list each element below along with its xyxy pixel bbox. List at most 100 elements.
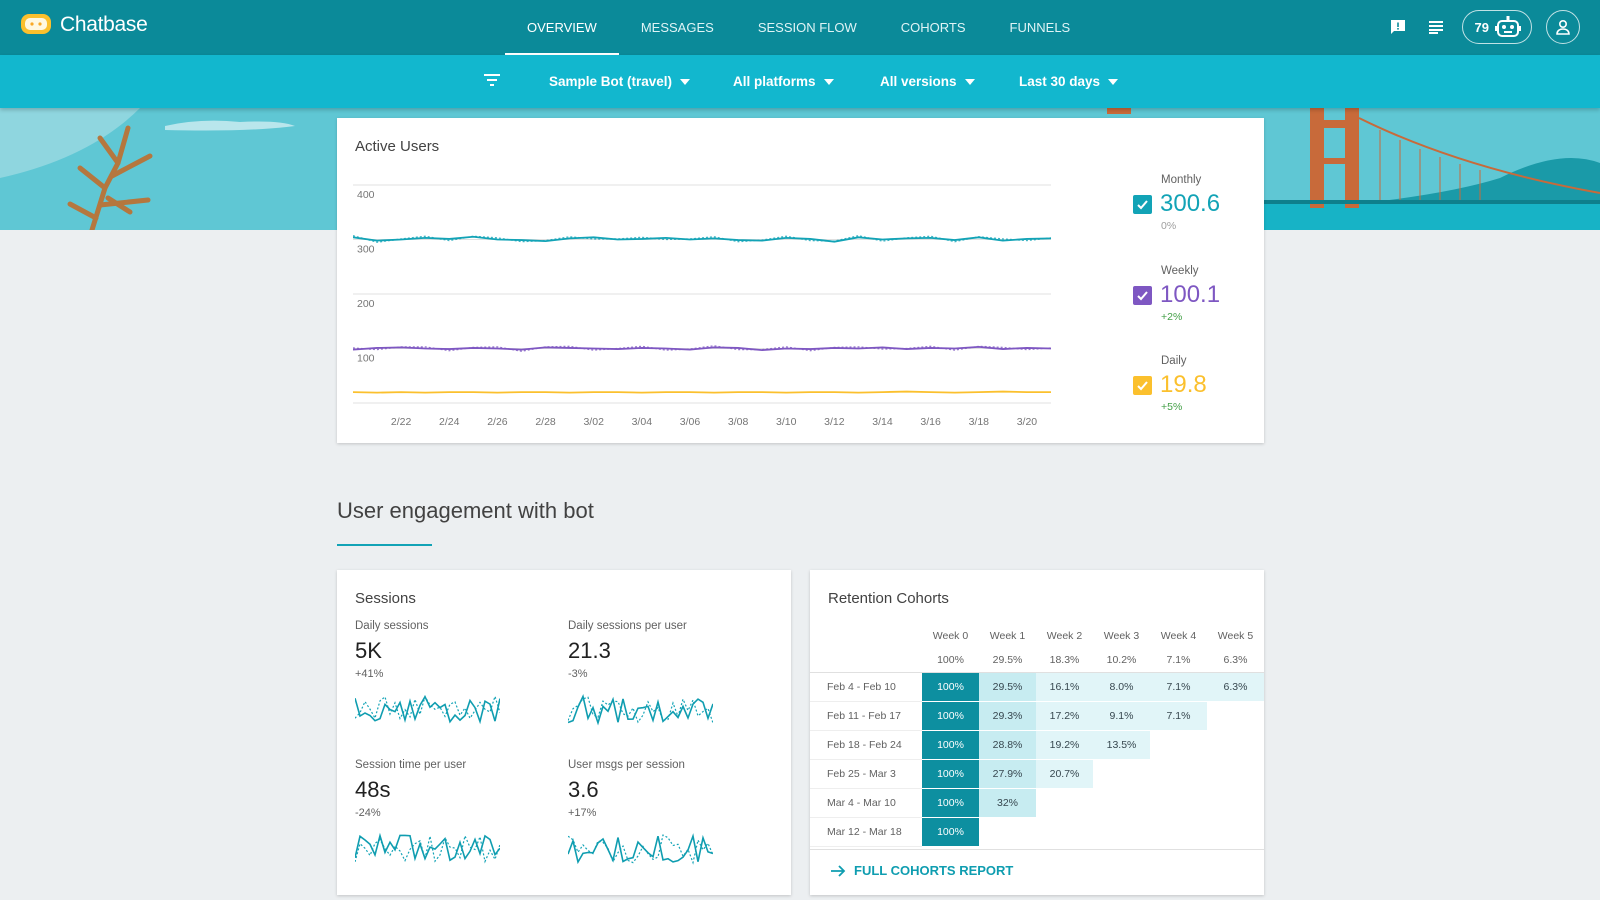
- empty-cell: [1207, 730, 1264, 760]
- active-users-chart: 400 300 200 100 2/22 2/24 2/26 2/28 3/02 3/04 3/06…: [353, 184, 1052, 428]
- retention-cell: 100%: [922, 759, 979, 789]
- week-header: Week 0: [932, 630, 969, 642]
- tab-cohorts[interactable]: COHORTS: [900, 20, 966, 35]
- metric-session-time[interactable]: Session time per user 48s -24%: [355, 759, 555, 869]
- x-tick-label: 3/08: [728, 416, 749, 428]
- empty-cell: [1207, 788, 1264, 818]
- daily-delta: +5%: [1161, 401, 1183, 413]
- retention-cell: 16.1%: [1036, 672, 1093, 702]
- cohort-row: Feb 11 - Feb 17 100% 29.3% 17.2% 9.1% 7.1%: [810, 701, 1264, 731]
- retention-cell: 100%: [922, 672, 979, 702]
- metric-delta: -3%: [568, 668, 588, 680]
- person-icon: [1556, 19, 1570, 35]
- retention-cohorts-card: Retention Cohorts Week 0 Week 1 Week 2 W…: [810, 570, 1264, 895]
- account-button[interactable]: [1546, 10, 1580, 44]
- x-tick-label: 3/20: [1017, 416, 1038, 428]
- week-average: 100%: [922, 648, 979, 673]
- bot-count: 79: [1474, 19, 1489, 35]
- cohort-label: Mar 4 - Mar 10: [810, 788, 922, 818]
- weekly-checkbox[interactable]: [1133, 285, 1152, 305]
- empty-cell: [1093, 759, 1150, 789]
- empty-cell: [1150, 817, 1207, 847]
- week-average: 18.3%: [1036, 648, 1093, 673]
- metric-delta: +41%: [355, 668, 384, 680]
- retention-title: Retention Cohorts: [828, 590, 949, 607]
- cohort-row: Feb 4 - Feb 10 100% 29.5% 16.1% 8.0% 7.1% 6.3%: [810, 672, 1264, 702]
- weekly-value: 100.1: [1160, 281, 1221, 308]
- x-tick-label: 3/02: [583, 416, 604, 428]
- top-icons: 79: [1386, 10, 1580, 44]
- retention-cell: 29.5%: [979, 672, 1036, 702]
- tab-messages[interactable]: MESSAGES: [640, 20, 714, 35]
- dropdown-arrow-icon: [823, 78, 834, 85]
- monthly-checkbox[interactable]: [1133, 194, 1152, 214]
- metric-label: Daily sessions: [355, 620, 429, 632]
- week-average: 29.5%: [979, 648, 1036, 673]
- feedback-icon: [1390, 20, 1405, 34]
- notes-icon: [1428, 21, 1443, 34]
- logo[interactable]: Chatbase: [20, 12, 148, 38]
- retention-cell: 7.1%: [1150, 701, 1207, 731]
- daily-checkbox[interactable]: [1133, 375, 1152, 395]
- legend-daily-label: Daily: [1161, 355, 1187, 367]
- week-header: Week 3: [1103, 630, 1140, 642]
- previous-period-line: [353, 235, 1052, 243]
- metric-sessions-per-user[interactable]: Daily sessions per user 21.3 -3%: [568, 620, 768, 730]
- retention-cell: 28.8%: [979, 730, 1036, 760]
- metric-msgs-per-session[interactable]: User msgs per session 3.6 +17%: [568, 759, 768, 869]
- version-filter-dropdown[interactable]: All versions: [880, 55, 975, 108]
- active-users-title: Active Users: [355, 138, 440, 155]
- retention-cell: 100%: [922, 817, 979, 847]
- tab-overview[interactable]: OVERVIEW: [505, 0, 619, 55]
- x-tick-label: 2/22: [391, 416, 412, 428]
- platform-filter-dropdown[interactable]: All platforms: [733, 55, 834, 108]
- empty-cell: [1207, 817, 1264, 847]
- x-tick-label: 2/26: [487, 416, 508, 428]
- metric-daily-sessions[interactable]: Daily sessions 5K +41%: [355, 620, 555, 730]
- main-nav: OVERVIEW MESSAGES SESSION FLOW COHORTS F…: [505, 0, 1092, 55]
- filter-bar: Sample Bot (travel) All platforms All ve…: [0, 55, 1600, 108]
- retention-cell: 29.3%: [979, 701, 1036, 731]
- sparkline: [355, 832, 500, 864]
- landscape-illustration: [0, 108, 1600, 230]
- cohort-row: Mar 12 - Mar 18 100%: [810, 817, 1264, 847]
- week-header: Week 5: [1217, 630, 1254, 642]
- date-range-value: Last 30 days: [1019, 74, 1101, 89]
- empty-cell: [1150, 730, 1207, 760]
- filter-icon[interactable]: [482, 70, 502, 90]
- full-cohorts-report-label: FULL COHORTS REPORT: [854, 863, 1014, 878]
- week-header: Week 2: [1046, 630, 1083, 642]
- x-tick-label: 2/28: [535, 416, 556, 428]
- sparkline-previous: [568, 696, 713, 724]
- tab-session-flow[interactable]: SESSION FLOW: [757, 20, 857, 35]
- weekly-delta: +2%: [1161, 311, 1183, 323]
- empty-cell: [1207, 701, 1264, 731]
- x-tick-label: 2/24: [439, 416, 460, 428]
- series-line-monthly: [353, 235, 1052, 243]
- metric-value: 48s: [355, 777, 391, 802]
- robot-icon: [1495, 16, 1521, 37]
- cohort-label: Mar 12 - Mar 18: [810, 817, 922, 847]
- cohort-label: Feb 25 - Mar 3: [810, 759, 922, 789]
- retention-cell: 19.2%: [1036, 730, 1093, 760]
- metric-label: Session time per user: [355, 759, 467, 771]
- full-cohorts-report-link[interactable]: FULL COHORTS REPORT: [830, 863, 1013, 878]
- bot-selector-button[interactable]: 79: [1461, 10, 1532, 44]
- daily-value: 19.8: [1160, 371, 1207, 398]
- arrow-right-icon: [831, 864, 846, 877]
- sessions-title: Sessions: [355, 590, 416, 607]
- retention-table: Week 0 Week 1 Week 2 Week 3 Week 4 Week …: [810, 624, 1264, 847]
- tab-funnels[interactable]: FUNNELS: [1009, 20, 1071, 35]
- feedback-button[interactable]: [1386, 15, 1410, 39]
- monthly-delta: 0%: [1161, 220, 1177, 232]
- legend-weekly: Weekly 100.1 +2%: [1133, 265, 1220, 323]
- bot-filter-dropdown[interactable]: Sample Bot (travel): [549, 55, 691, 108]
- metric-delta: -24%: [355, 807, 381, 819]
- empty-cell: [1036, 788, 1093, 818]
- date-range-dropdown[interactable]: Last 30 days: [1019, 55, 1119, 108]
- metric-label: User msgs per session: [568, 759, 685, 771]
- retention-cell: 6.3%: [1207, 672, 1264, 702]
- sparkline-current: [355, 694, 500, 725]
- retention-footer: FULL COHORTS REPORT: [810, 849, 1264, 895]
- notes-button[interactable]: [1424, 15, 1448, 39]
